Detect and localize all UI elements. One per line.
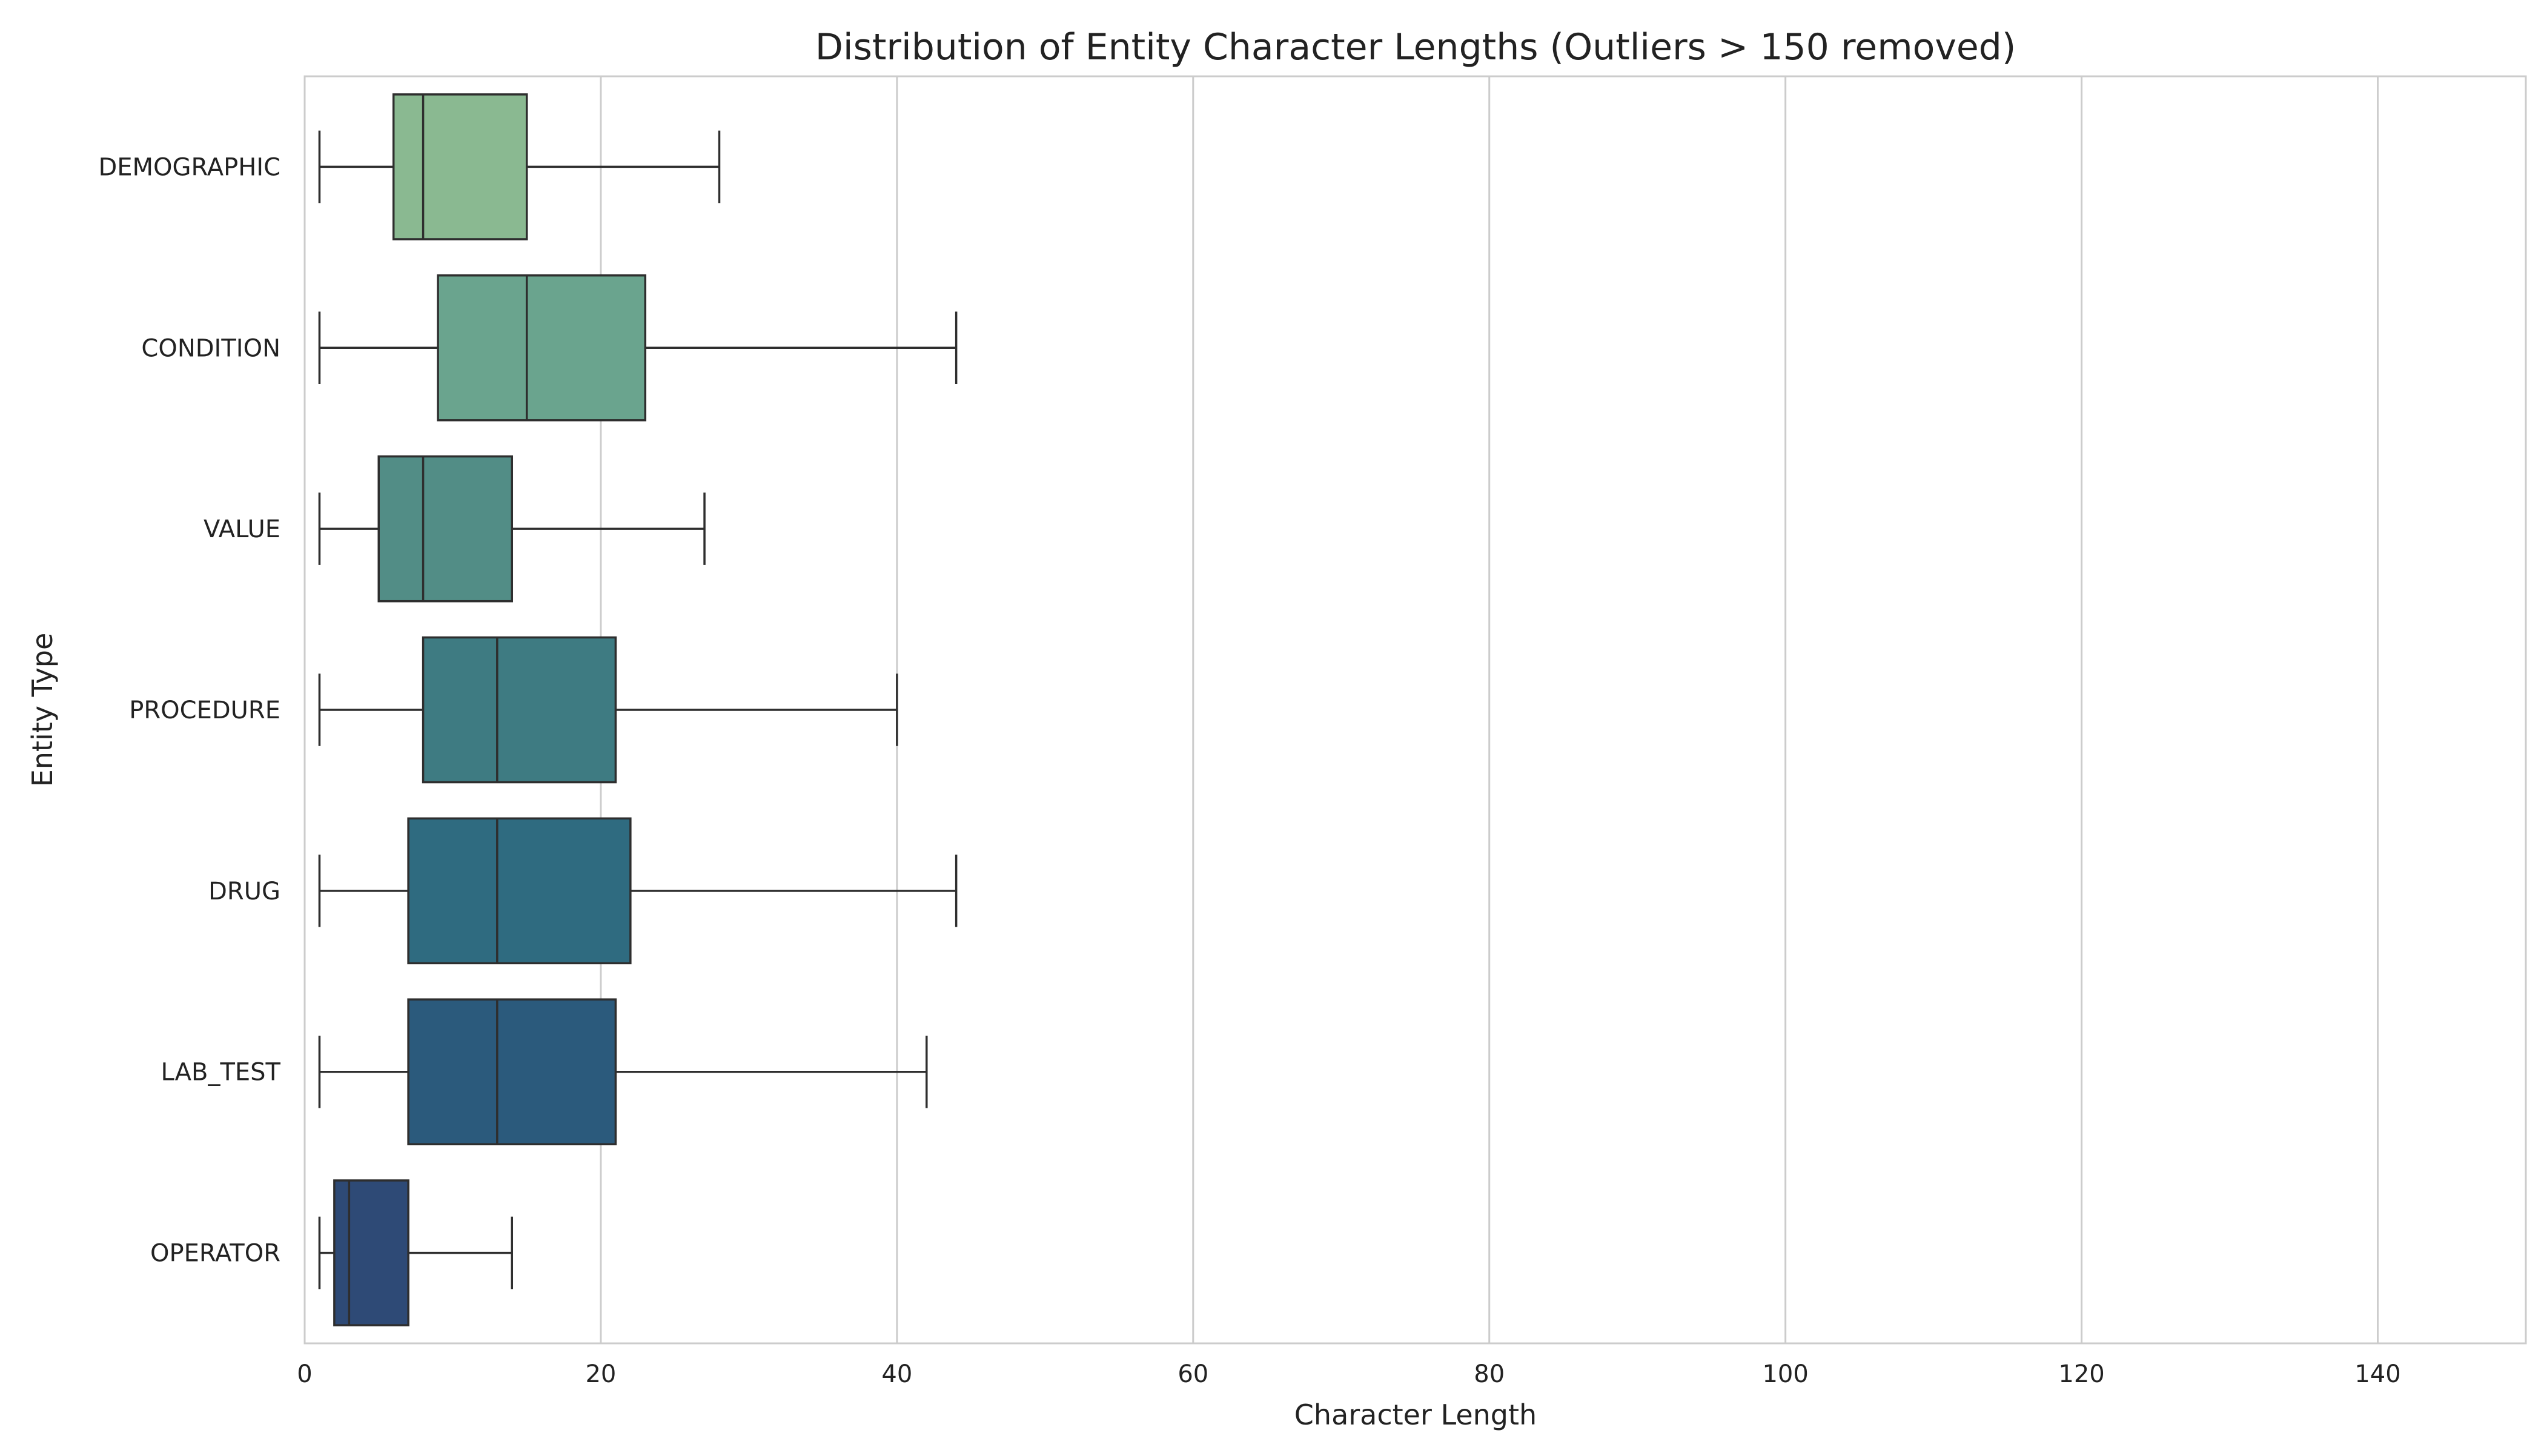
box-value — [318, 455, 706, 603]
y-tick-label: DEMOGRAPHIC — [98, 153, 280, 181]
box-condition — [318, 274, 958, 422]
iqr-box — [407, 817, 632, 965]
iqr-box — [333, 1179, 409, 1326]
y-tick-label: OPERATOR — [150, 1240, 280, 1268]
plot-frame — [303, 75, 2527, 1345]
y-tick-label: DRUG — [208, 878, 280, 905]
iqr-box — [392, 93, 528, 240]
chart-title: Distribution of Entity Character Lengths… — [815, 26, 2016, 68]
box-layer — [318, 93, 958, 1326]
box-drug — [318, 817, 958, 965]
box-demographic — [318, 93, 721, 240]
iqr-box — [437, 274, 647, 422]
y-tick-label: PROCEDURE — [129, 697, 280, 724]
x-tick-label: 100 — [1762, 1360, 1808, 1388]
x-tick-label: 80 — [1474, 1360, 1505, 1388]
x-tick-label: 120 — [2058, 1360, 2104, 1388]
y-axis-label: Entity Type — [26, 633, 59, 787]
iqr-box — [407, 998, 617, 1146]
x-axis-label: Character Length — [1294, 1398, 1537, 1431]
y-tick-label: CONDITION — [141, 334, 280, 362]
x-tick-label: 40 — [881, 1360, 912, 1388]
iqr-box — [377, 455, 514, 603]
x-tick-label: 0 — [297, 1360, 312, 1388]
x-tick-label: 140 — [2354, 1360, 2400, 1388]
box-procedure — [318, 636, 898, 784]
x-tick-label: 60 — [1178, 1360, 1208, 1388]
box-lab-test — [318, 998, 928, 1146]
y-tick-label: LAB_TEST — [161, 1059, 280, 1087]
box-operator — [318, 1179, 514, 1326]
y-tick-label: VALUE — [204, 515, 280, 543]
tick-layer: 0 20 40 60 80 100 120 140 DEMOGRAPHIC CONDITION VA… — [98, 153, 2400, 1388]
iqr-box — [422, 636, 617, 784]
x-tick-label: 20 — [585, 1360, 616, 1388]
